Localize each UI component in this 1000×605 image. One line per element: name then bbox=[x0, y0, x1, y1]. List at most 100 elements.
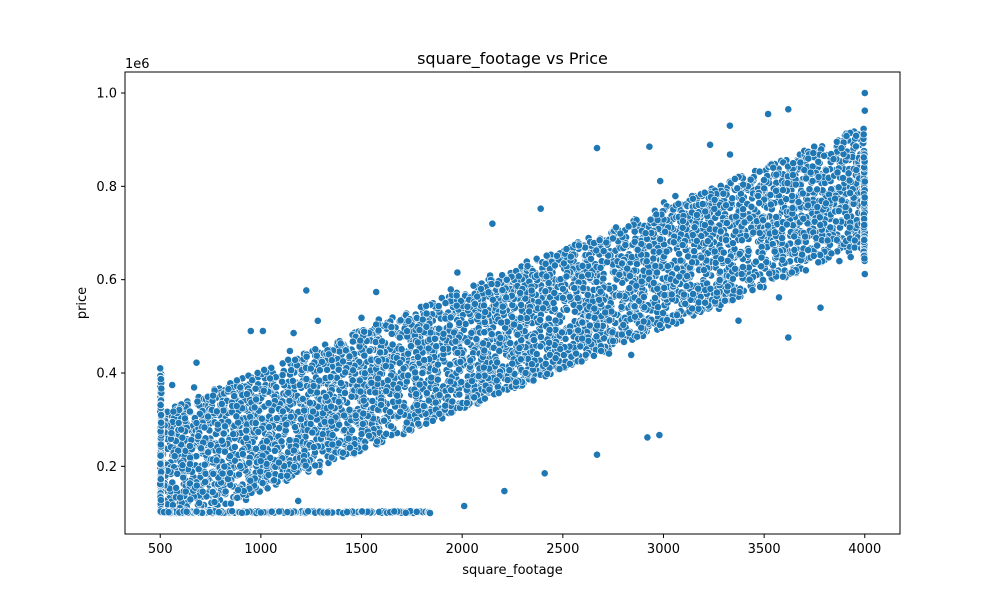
data-point bbox=[282, 420, 291, 429]
data-point bbox=[681, 299, 690, 308]
data-point bbox=[264, 470, 273, 479]
data-point bbox=[633, 245, 642, 254]
data-point bbox=[451, 337, 460, 346]
data-point bbox=[749, 228, 758, 237]
data-point bbox=[283, 471, 292, 480]
data-point bbox=[721, 296, 729, 305]
data-point bbox=[185, 407, 194, 416]
data-point bbox=[716, 227, 725, 236]
data-point bbox=[656, 177, 665, 185]
data-point bbox=[218, 469, 227, 478]
data-point bbox=[453, 268, 462, 277]
data-point bbox=[351, 411, 360, 420]
data-point bbox=[295, 381, 304, 389]
data-point bbox=[422, 389, 431, 397]
data-point bbox=[675, 249, 683, 258]
data-point bbox=[772, 213, 781, 221]
data-point bbox=[701, 207, 710, 216]
data-point bbox=[427, 373, 436, 382]
data-point bbox=[829, 155, 838, 164]
data-point bbox=[788, 204, 797, 212]
data-point bbox=[595, 295, 603, 304]
data-point bbox=[640, 303, 649, 312]
data-point bbox=[630, 227, 639, 236]
data-point bbox=[766, 200, 775, 209]
data-point bbox=[309, 407, 317, 416]
data-point bbox=[859, 130, 868, 139]
data-point bbox=[646, 215, 655, 224]
data-point bbox=[466, 356, 475, 365]
data-point bbox=[167, 429, 176, 437]
data-point bbox=[578, 334, 586, 343]
data-point bbox=[288, 376, 297, 385]
data-point bbox=[779, 186, 787, 194]
data-point bbox=[641, 229, 650, 238]
data-point bbox=[779, 272, 787, 281]
data-point bbox=[348, 426, 356, 435]
data-point bbox=[663, 315, 671, 324]
data-point bbox=[181, 414, 189, 423]
data-point bbox=[689, 290, 697, 298]
data-point bbox=[172, 483, 180, 492]
data-point bbox=[534, 298, 543, 306]
data-point bbox=[178, 461, 187, 470]
data-point bbox=[404, 317, 413, 325]
data-point bbox=[455, 390, 464, 399]
data-point bbox=[601, 308, 610, 317]
data-point bbox=[744, 246, 753, 255]
data-point bbox=[455, 365, 463, 374]
data-point bbox=[542, 251, 551, 260]
data-point bbox=[469, 281, 478, 290]
data-point bbox=[576, 342, 585, 351]
data-point bbox=[809, 251, 818, 260]
data-point bbox=[487, 330, 496, 339]
data-point bbox=[778, 234, 786, 242]
data-point bbox=[626, 272, 634, 280]
data-point bbox=[673, 311, 681, 319]
data-point bbox=[516, 355, 525, 364]
data-point bbox=[599, 247, 608, 255]
data-point bbox=[377, 400, 385, 409]
data-point bbox=[640, 292, 648, 301]
data-point bbox=[456, 357, 465, 366]
data-point bbox=[432, 342, 441, 351]
data-point bbox=[551, 261, 559, 270]
data-point bbox=[590, 351, 598, 360]
data-point bbox=[415, 380, 424, 389]
data-point bbox=[731, 227, 740, 236]
data-point bbox=[250, 403, 259, 412]
data-point bbox=[382, 429, 391, 438]
data-point bbox=[382, 387, 391, 395]
data-point bbox=[788, 268, 796, 277]
data-point bbox=[495, 347, 504, 355]
data-point bbox=[397, 345, 406, 354]
data-point bbox=[748, 286, 757, 294]
data-point bbox=[455, 319, 464, 327]
data-point bbox=[620, 337, 628, 346]
data-point bbox=[558, 328, 566, 337]
data-point bbox=[735, 288, 744, 296]
data-point bbox=[192, 418, 201, 427]
data-point bbox=[413, 338, 422, 347]
data-point bbox=[480, 328, 489, 337]
data-point bbox=[457, 378, 466, 386]
data-point bbox=[477, 284, 485, 293]
data-point bbox=[715, 276, 724, 284]
data-point bbox=[312, 351, 321, 360]
data-point bbox=[566, 252, 575, 261]
data-point bbox=[775, 293, 783, 302]
data-point bbox=[545, 325, 554, 334]
data-point bbox=[259, 386, 268, 395]
data-point bbox=[254, 427, 263, 436]
data-point bbox=[570, 284, 579, 293]
data-point bbox=[506, 339, 515, 347]
data-point bbox=[374, 374, 382, 383]
data-point bbox=[624, 222, 633, 231]
data-point bbox=[431, 398, 440, 407]
data-point bbox=[608, 328, 617, 337]
data-point bbox=[373, 437, 381, 446]
data-point bbox=[291, 355, 299, 364]
data-point bbox=[731, 174, 739, 183]
data-point bbox=[802, 174, 810, 183]
data-point bbox=[656, 321, 664, 329]
